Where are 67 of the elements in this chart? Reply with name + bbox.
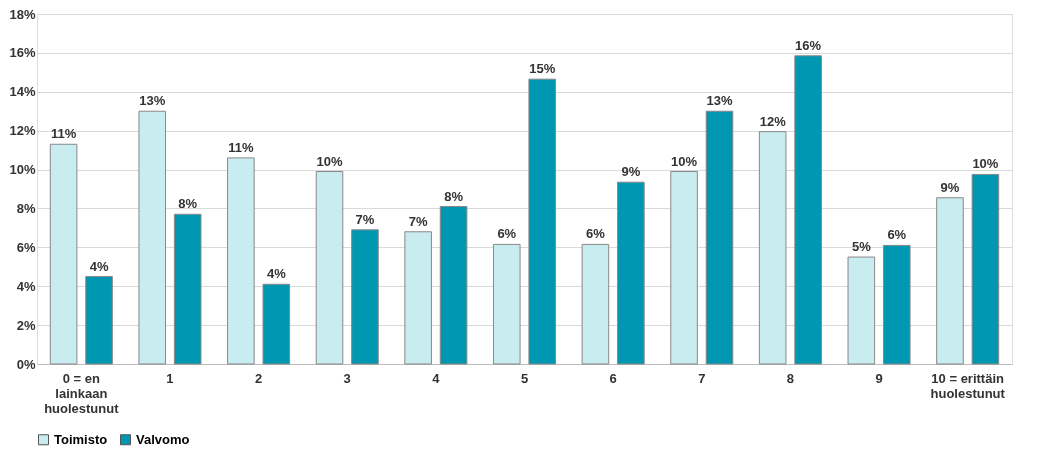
data-label: 9% [940, 179, 960, 195]
data-label: 6% [497, 226, 517, 242]
data-label: 4% [89, 258, 109, 274]
bar [315, 171, 344, 365]
y-tick-label: 4% [16, 278, 36, 294]
data-label: 11% [50, 126, 77, 142]
x-tick-label: 5 [520, 370, 529, 386]
x-tick-label: 8 [786, 370, 795, 386]
y-tick-label: 14% [9, 84, 36, 100]
data-label: 4% [266, 266, 287, 282]
bar [227, 157, 255, 365]
y-tick-label: 2% [16, 317, 36, 333]
y-tick-label: 8% [16, 200, 36, 216]
x-tick-label: 7 [698, 370, 706, 386]
bar [705, 110, 734, 365]
bar [492, 243, 521, 365]
x-tick-label: 6 [609, 370, 617, 386]
bar [794, 55, 822, 365]
data-label: 6% [586, 226, 606, 242]
x-tick-label: 1 [166, 370, 174, 386]
data-label: 12% [759, 113, 787, 129]
bar [138, 110, 167, 365]
y-tick-label: 0% [16, 356, 36, 372]
data-label: 16% [795, 37, 822, 53]
y-tick-label: 12% [9, 123, 36, 139]
data-label: 7% [408, 213, 428, 229]
data-label: 10% [972, 156, 999, 172]
bar [173, 213, 202, 365]
data-label: 11% [228, 139, 254, 155]
data-label: 9% [621, 164, 641, 180]
x-tick-label: 10 = erittäin huolestunut [930, 370, 1006, 401]
data-label: 13% [706, 93, 733, 109]
bar [936, 197, 964, 365]
bar [439, 206, 468, 365]
legend-label: Valvomo [136, 431, 190, 447]
bar [581, 243, 610, 365]
x-tick-label: 0 = en lainkaan huolestunut [44, 370, 120, 416]
x-tick-label: 2 [254, 370, 263, 386]
data-label: 6% [887, 227, 907, 243]
data-label: 10% [671, 153, 698, 169]
y-tick-label: 10% [9, 162, 36, 178]
bar [404, 231, 432, 365]
bar [351, 229, 379, 365]
bar [85, 276, 113, 365]
x-tick-label: 9 [875, 370, 883, 386]
bar [49, 143, 78, 365]
legend-label: Toimisto [54, 431, 108, 447]
data-label: 8% [178, 196, 198, 212]
bar [528, 78, 557, 365]
y-tick-label: 18% [9, 6, 36, 22]
bar [971, 173, 1000, 365]
x-tick-label: 4 [432, 370, 441, 386]
y-tick-label: 16% [9, 45, 36, 61]
data-label: 7% [355, 211, 375, 227]
data-label: 5% [851, 239, 872, 255]
data-label: 8% [444, 188, 464, 204]
bar [882, 244, 911, 365]
bar [847, 256, 876, 365]
data-label: 13% [139, 93, 166, 109]
bar [758, 131, 787, 365]
data-label: 15% [529, 61, 556, 77]
y-tick-label: 6% [16, 239, 36, 255]
data-label: 10% [316, 153, 343, 169]
bar [670, 171, 698, 365]
x-tick-label: 3 [343, 370, 351, 386]
bar [262, 283, 291, 365]
bar [617, 181, 645, 365]
